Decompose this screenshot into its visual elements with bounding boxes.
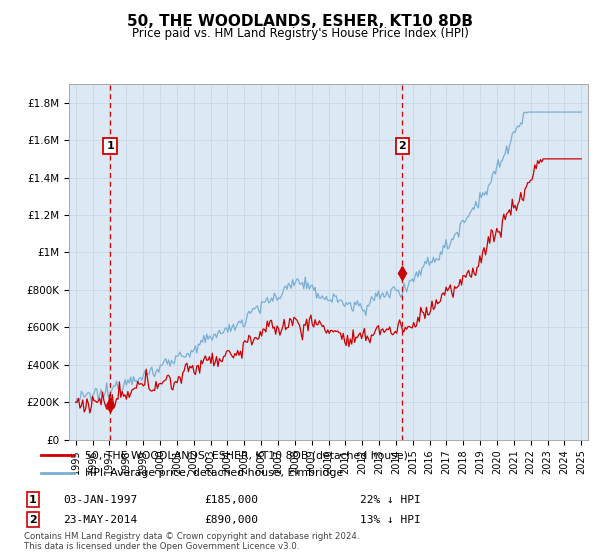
Text: £890,000: £890,000 (204, 515, 258, 525)
Text: 2: 2 (29, 515, 37, 525)
Text: 22% ↓ HPI: 22% ↓ HPI (360, 494, 421, 505)
Text: 1: 1 (106, 141, 114, 151)
Text: 1: 1 (29, 494, 37, 505)
Text: This data is licensed under the Open Government Licence v3.0.: This data is licensed under the Open Gov… (24, 542, 299, 551)
Text: 2: 2 (398, 141, 406, 151)
Text: 50, THE WOODLANDS, ESHER, KT10 8DB (detached house): 50, THE WOODLANDS, ESHER, KT10 8DB (deta… (85, 450, 407, 460)
Text: HPI: Average price, detached house, Elmbridge: HPI: Average price, detached house, Elmb… (85, 468, 343, 478)
Text: 03-JAN-1997: 03-JAN-1997 (63, 494, 137, 505)
Text: 13% ↓ HPI: 13% ↓ HPI (360, 515, 421, 525)
Text: Contains HM Land Registry data © Crown copyright and database right 2024.: Contains HM Land Registry data © Crown c… (24, 532, 359, 541)
Text: £185,000: £185,000 (204, 494, 258, 505)
Text: Price paid vs. HM Land Registry's House Price Index (HPI): Price paid vs. HM Land Registry's House … (131, 27, 469, 40)
Text: 23-MAY-2014: 23-MAY-2014 (63, 515, 137, 525)
Text: 50, THE WOODLANDS, ESHER, KT10 8DB: 50, THE WOODLANDS, ESHER, KT10 8DB (127, 14, 473, 29)
